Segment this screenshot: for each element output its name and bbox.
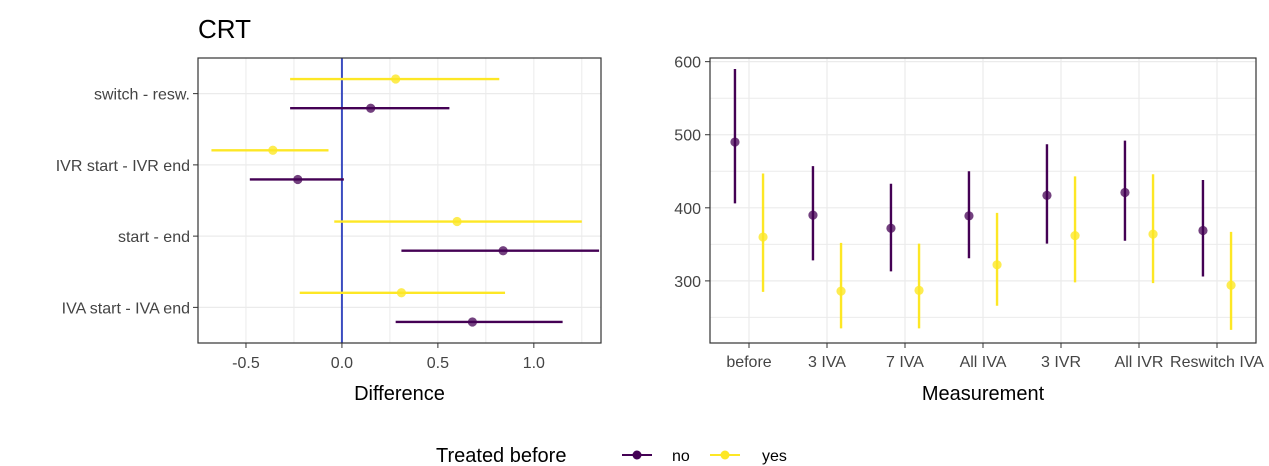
left-x-tick-label: 1.0: [523, 355, 545, 372]
legend-title: Treated before: [436, 445, 566, 466]
right-chart-marks: [730, 68, 1236, 330]
mean-point-yes: [1148, 229, 1158, 239]
figure-title: CRT: [198, 14, 251, 44]
legend-item-yes: yes: [710, 448, 787, 465]
right-category-label: Reswitch IVA: [1170, 354, 1264, 371]
mean-point-no: [1120, 187, 1130, 198]
mean-point-yes: [992, 260, 1002, 270]
legend-no-label: no: [672, 448, 690, 465]
estimate-point-yes: [452, 216, 462, 227]
left-x-axis-title: Difference: [354, 383, 445, 405]
legend-yes-label: yes: [762, 448, 787, 465]
right-category-labels: before 3 IVA 7 IVA All IVA 3 IVR All IVR Reswi…: [726, 343, 1264, 371]
mean-point-yes: [1070, 230, 1080, 241]
left-category-label: switch - resw.: [94, 87, 190, 104]
right-category-label: All IVA: [960, 354, 1007, 371]
mean-point-no: [1042, 190, 1052, 200]
mean-point-no: [1198, 225, 1208, 236]
right-y-tick-label: 500: [674, 128, 701, 145]
right-y-tick-label: 300: [674, 274, 701, 291]
right-y-tick-labels: 300 400 500 600: [674, 55, 710, 291]
right-category-label: 3 IVA: [808, 354, 846, 371]
estimate-point-no: [293, 174, 303, 185]
left-x-tick-label: 0.0: [331, 355, 353, 372]
right-y-tick-label: 400: [674, 201, 701, 218]
mean-point-yes: [758, 232, 768, 242]
left-panel-border: [197, 57, 602, 344]
estimate-point-yes: [396, 288, 407, 298]
legend-item-no: no: [622, 448, 690, 465]
legend: Treated before no yes: [436, 445, 787, 466]
mean-point-no: [730, 137, 740, 147]
left-category-label: IVA start - IVA end: [62, 300, 190, 317]
mean-point-no: [964, 211, 974, 221]
legend-yes-dot-icon: [720, 450, 730, 460]
right-category-label: 3 IVR: [1041, 354, 1081, 371]
mean-point-no: [808, 210, 818, 220]
estimate-point-no: [366, 103, 376, 113]
estimate-point-yes: [268, 145, 278, 155]
mean-point-yes: [836, 286, 846, 296]
right-chart: 300 400 500 600 before 3 IVA 7 IVA All IVA 3 IV…: [674, 55, 1264, 405]
legend-no-dot-icon: [632, 450, 642, 460]
mean-point-yes: [1226, 280, 1236, 290]
left-chart: switch - resw. IVR start - IVR end start -…: [56, 57, 602, 405]
left-gridlines: [197, 58, 601, 343]
left-category-label: IVR start - IVR end: [56, 158, 190, 175]
left-x-tick-labels: -0.5 0.0 0.5 1.0: [232, 343, 545, 372]
estimate-point-no: [467, 317, 478, 327]
right-x-axis-title: Measurement: [922, 383, 1045, 405]
mean-point-no: [886, 223, 896, 233]
right-category-label: before: [726, 354, 771, 371]
right-gridlines: [710, 58, 1256, 343]
right-y-tick-label: 600: [674, 55, 701, 72]
left-category-label: start - end: [118, 229, 190, 246]
left-x-tick-label: -0.5: [232, 355, 260, 372]
left-x-tick-label: 0.5: [427, 355, 449, 372]
mean-point-yes: [914, 285, 924, 295]
left-category-labels: switch - resw. IVR start - IVR end start -…: [56, 87, 198, 317]
right-category-label: All IVR: [1115, 354, 1164, 371]
estimate-point-no: [498, 246, 508, 256]
estimate-point-yes: [391, 74, 401, 84]
left-chart-marks: [211, 74, 600, 327]
right-category-label: 7 IVA: [886, 354, 924, 371]
